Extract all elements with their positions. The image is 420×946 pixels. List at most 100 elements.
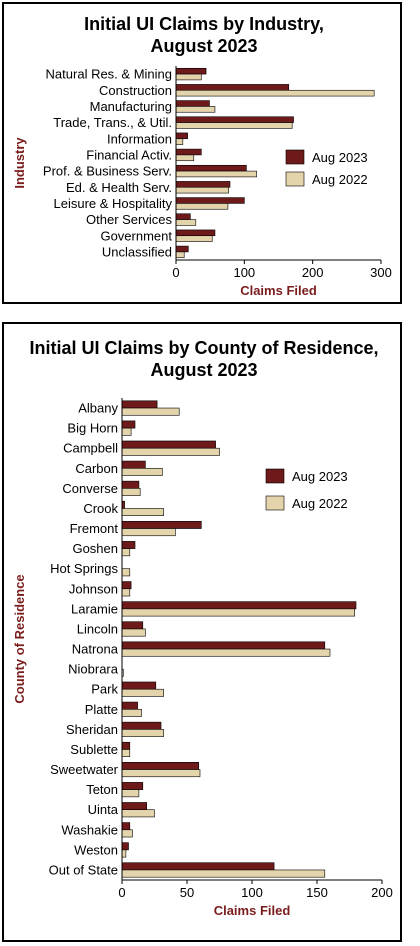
bar-aug2023 [175, 197, 245, 204]
legend-swatch [285, 171, 305, 187]
x-tick-label: 0 [172, 265, 179, 280]
bar-aug2023 [121, 480, 140, 489]
bar-aug2022 [121, 869, 326, 878]
bar-aug2022 [121, 488, 141, 496]
legend-label: Aug 2023 [312, 150, 368, 165]
bar-aug2022 [121, 789, 140, 798]
category-label: Big Horn [67, 421, 118, 436]
category-label: Campbell [63, 441, 118, 456]
bar-aug2022 [175, 154, 195, 162]
category-label: Fremont [70, 521, 119, 536]
bar-aug2023 [175, 67, 207, 75]
bar-aug2022 [175, 235, 213, 242]
bar-aug2022 [175, 106, 216, 113]
bar-aug2022 [121, 729, 164, 737]
category-label: Crook [83, 501, 118, 516]
bar-aug2022 [121, 708, 142, 717]
bar-aug2023 [175, 229, 216, 237]
category-label: Other Services [86, 212, 172, 227]
category-label: Ed. & Health Serv. [66, 180, 172, 195]
bar-aug2023 [175, 213, 191, 220]
y-axis-title: County of Residence [12, 574, 27, 703]
bar-aug2022 [121, 548, 131, 557]
bar-aug2023 [175, 181, 231, 188]
bar-aug2022 [121, 568, 131, 577]
x-axis-title: Claims Filed [240, 283, 317, 298]
chart-title-line: Initial UI Claims by County of Residence… [29, 338, 378, 358]
category-label: Goshen [72, 541, 118, 556]
bar-aug2022 [121, 648, 331, 657]
category-label: Financial Activ. [86, 147, 172, 162]
bar-aug2023 [121, 541, 136, 549]
x-tick-label: 200 [302, 265, 324, 280]
category-label: Leisure & Hospitality [54, 196, 173, 211]
bar-aug2023 [121, 862, 275, 871]
bar-aug2022 [175, 170, 257, 178]
chart-title-line: August 2023 [150, 360, 257, 380]
category-label: Out of State [49, 862, 118, 877]
category-label: Uinta [88, 802, 119, 817]
category-label: Johnson [69, 581, 118, 596]
chart-title-line: Initial UI Claims by Industry, [84, 14, 324, 34]
x-tick-label: 150 [306, 885, 328, 900]
category-label: Information [107, 131, 172, 146]
category-label: Park [91, 682, 118, 697]
bar-aug2022 [121, 608, 355, 617]
category-label: Construction [99, 83, 172, 98]
legend-swatch [265, 468, 285, 484]
industry-chart: Initial UI Claims by Industry,August 202… [12, 14, 392, 298]
bar-aug2023 [175, 164, 247, 172]
x-tick-label: 100 [233, 265, 255, 280]
category-label: Albany [78, 401, 118, 416]
category-label: Manufacturing [90, 99, 172, 114]
category-label: Sublette [70, 742, 118, 757]
bar-aug2023 [121, 621, 144, 630]
bar-aug2023 [121, 400, 158, 409]
county-chart: Initial UI Claims by County of Residence… [12, 338, 393, 918]
category-label: Teton [86, 782, 118, 797]
bar-aug2022 [121, 769, 201, 778]
category-label: Washakie [61, 822, 118, 837]
bar-aug2023 [121, 741, 131, 750]
bar-aug2022 [121, 628, 146, 637]
chart-title-line: August 2023 [150, 36, 257, 56]
bar-aug2023 [121, 420, 136, 429]
bar-aug2022 [121, 829, 133, 838]
bar-aug2022 [121, 447, 220, 456]
x-tick-label: 300 [370, 265, 392, 280]
bar-aug2023 [121, 681, 157, 690]
bar-aug2022 [121, 427, 132, 436]
bar-aug2023 [175, 132, 188, 140]
legend-label: Aug 2023 [292, 469, 348, 484]
bar-aug2022 [175, 251, 185, 259]
bar-aug2022 [121, 407, 180, 416]
legend-label: Aug 2022 [292, 496, 348, 511]
bar-aug2023 [121, 721, 162, 730]
bar-aug2023 [121, 601, 357, 610]
bar-aug2023 [121, 581, 132, 590]
category-label: Sweetwater [50, 762, 119, 777]
bar-aug2023 [175, 116, 294, 123]
bar-aug2022 [121, 849, 127, 858]
bar-aug2023 [121, 521, 202, 529]
category-label: Unclassified [102, 244, 172, 259]
x-tick-label: 50 [180, 885, 194, 900]
category-label: Prof. & Business Serv. [43, 164, 172, 179]
bar-aug2023 [121, 701, 138, 710]
category-label: Government [100, 228, 172, 243]
category-label: Natural Res. & Mining [46, 67, 172, 82]
category-label: Weston [74, 842, 118, 857]
bar-aug2022 [175, 73, 202, 81]
bar-aug2022 [175, 219, 197, 226]
category-label: Sheridan [66, 722, 118, 737]
legend-label: Aug 2022 [312, 172, 368, 187]
category-label: Trade, Trans., & Util. [53, 115, 172, 130]
category-label: Platte [85, 702, 118, 717]
category-label: Hot Springs [50, 561, 118, 576]
y-axis-title: Industry [12, 137, 27, 189]
bar-aug2022 [121, 809, 155, 818]
bar-aug2023 [175, 245, 189, 253]
category-label: Natrona [72, 642, 119, 657]
bar-aug2022 [175, 138, 184, 145]
bar-aug2023 [121, 460, 146, 469]
